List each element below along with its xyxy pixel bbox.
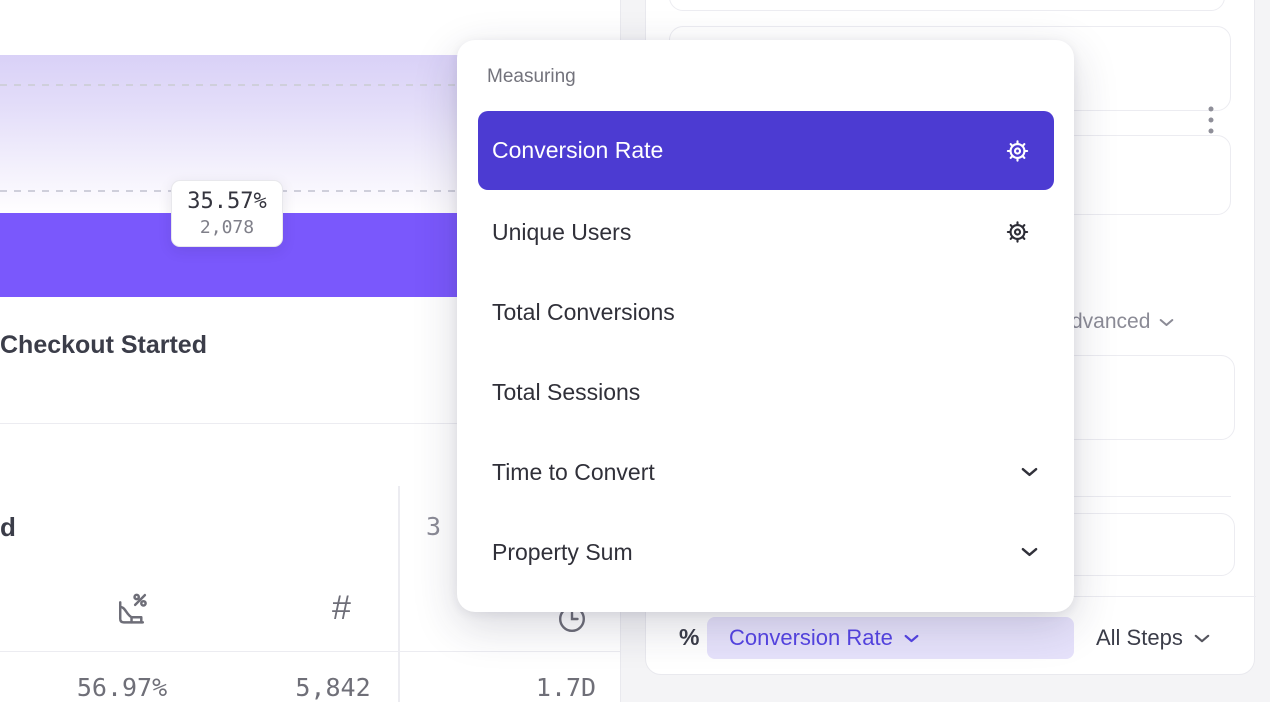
hash-icon: # xyxy=(332,589,351,627)
tooltip-rate: 35.57% xyxy=(187,189,267,214)
conversion-rate-icon xyxy=(112,591,149,628)
divider xyxy=(0,423,620,424)
advanced-label: Advanced xyxy=(1057,310,1151,333)
chevron-down-icon xyxy=(1159,318,1174,327)
menu-item-property-sum[interactable]: Property Sum xyxy=(478,517,1054,587)
more-options-icon[interactable] xyxy=(1206,104,1216,138)
chevron-down-icon xyxy=(904,634,919,643)
measurement-chip-label: Conversion Rate xyxy=(729,625,893,650)
menu-item-time-to-convert[interactable]: Time to Convert xyxy=(478,437,1054,507)
table-count-value: 5,842 xyxy=(295,673,371,702)
measurement-chip[interactable]: Conversion Rate xyxy=(707,617,1074,659)
chevron-down-icon xyxy=(1021,547,1038,557)
dashed-gridline xyxy=(0,190,620,192)
menu-item-total-conversions[interactable]: Total Conversions xyxy=(492,298,675,325)
chevron-down-icon xyxy=(1021,467,1038,477)
advanced-toggle[interactable]: Advanced xyxy=(1057,310,1174,334)
table-time-value: 1.7D xyxy=(535,673,597,702)
divider xyxy=(0,651,620,652)
dashed-gridline xyxy=(0,84,620,86)
measuring-dropdown: Measuring Conversion Rate Unique Users xyxy=(457,40,1074,612)
gear-icon[interactable] xyxy=(1004,137,1031,164)
bar-tooltip: 35.57% 2,078 xyxy=(171,180,283,247)
chevron-down-icon xyxy=(1194,634,1210,643)
steps-selector[interactable]: All Steps xyxy=(1096,625,1210,651)
steps-selector-label: All Steps xyxy=(1096,625,1183,650)
table-step-header: d xyxy=(0,512,16,542)
funnel-step-label: Checkout Started xyxy=(0,331,207,359)
menu-item-unique-users[interactable]: Unique Users xyxy=(478,197,1054,267)
table-conversion-value: 56.97% xyxy=(76,673,168,702)
percent-icon: % xyxy=(679,624,700,650)
table-column-divider xyxy=(398,486,400,702)
gear-icon[interactable] xyxy=(1004,219,1031,246)
menu-item-conversion-rate[interactable]: Conversion Rate xyxy=(478,111,1054,190)
menu-item-total-sessions[interactable]: Total Sessions xyxy=(492,378,641,405)
table-step-number: 3 xyxy=(426,512,442,541)
tooltip-count: 2,078 xyxy=(199,217,255,238)
dropdown-section-label: Measuring xyxy=(487,66,576,87)
query-row[interactable] xyxy=(669,0,1225,11)
